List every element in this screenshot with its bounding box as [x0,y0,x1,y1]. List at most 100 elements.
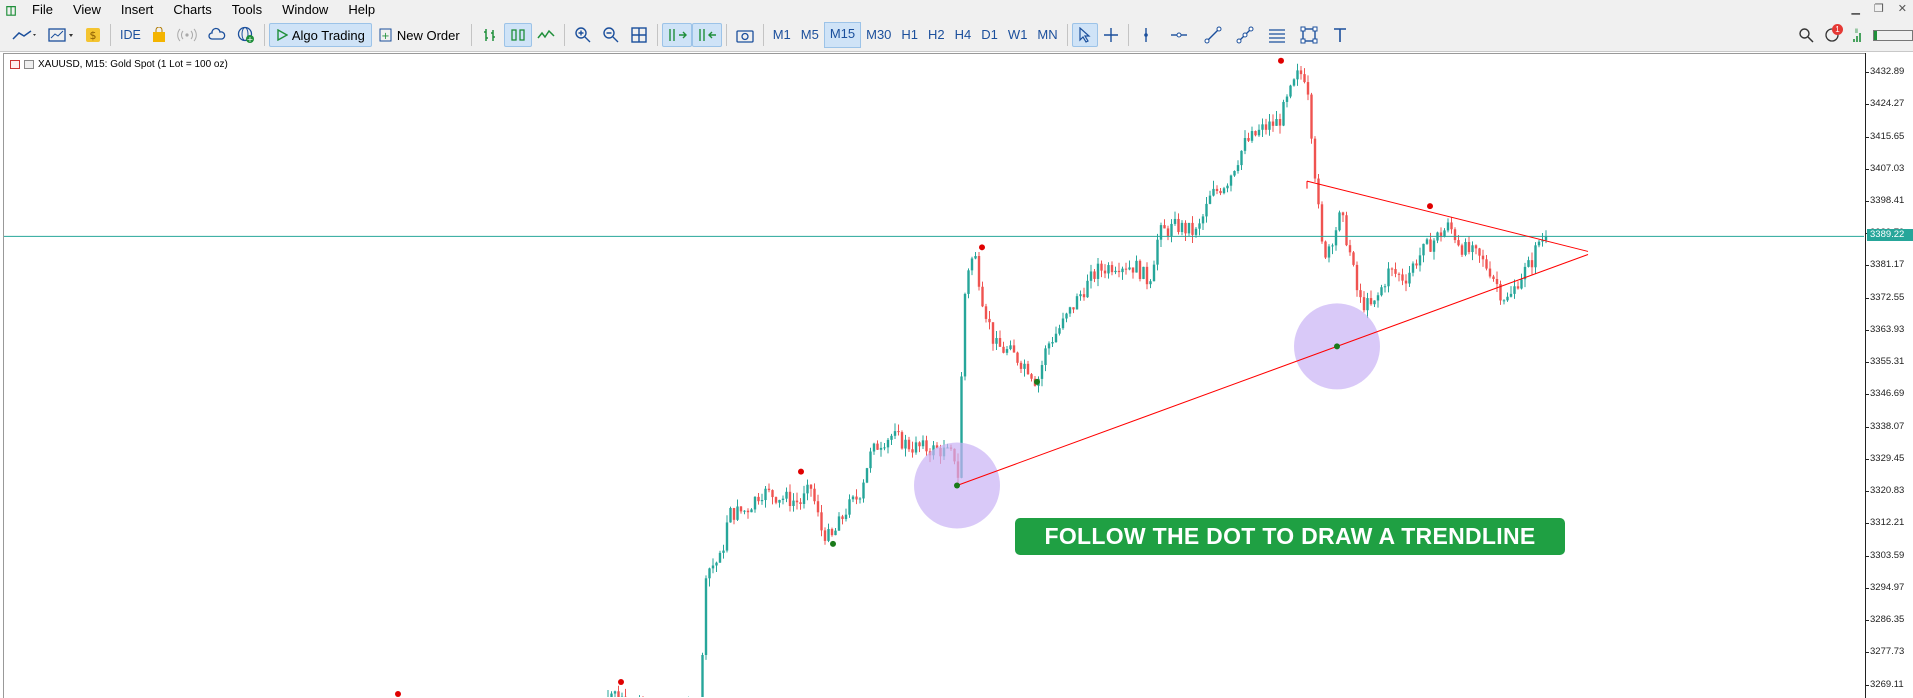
bar-chart-icon [483,29,495,41]
timeframe-h4[interactable]: H4 [954,27,972,42]
timeframe-m15[interactable]: M15 [823,22,862,48]
candle-body [1012,345,1016,353]
timeframe-m30[interactable]: M30 [866,27,892,42]
symbols-button[interactable]: $ [80,23,106,47]
shapes-tool-button[interactable] [1295,23,1323,47]
candle [753,496,757,513]
candle [729,506,732,523]
candle-body [760,500,764,502]
candle [1261,118,1264,137]
menu-file[interactable]: File [32,2,53,17]
candle-body [1341,212,1345,216]
candle [1502,299,1506,305]
candle-body [813,488,816,502]
timeframe-mn[interactable]: MN [1037,27,1058,42]
candle-body [1226,185,1229,189]
line-chart-button[interactable] [532,23,560,47]
search-button[interactable] [1793,23,1819,47]
new-order-button[interactable]: + New Order [372,23,467,47]
fibonacci-tool-button[interactable] [1263,23,1291,47]
algo-trading-button[interactable]: Algo Trading [268,23,372,47]
zoom-out-button[interactable] [597,23,625,47]
chart-shift-button[interactable] [691,23,722,47]
candle-body [1159,225,1163,240]
zoom-in-icon [575,27,591,43]
signal-strength-indicator[interactable]: Ⅱ [1847,23,1869,47]
candle [820,505,823,537]
candle-body [1376,295,1380,301]
candle-body [1173,218,1177,224]
chart-canvas[interactable] [4,54,1864,697]
candle-body [1268,121,1271,130]
cloud-button[interactable] [202,23,232,47]
crosshair-tool-button[interactable] [1098,23,1124,47]
candle-body [1488,268,1492,277]
candlestick-button[interactable] [503,23,532,47]
chart-type-dropdown[interactable] [6,23,42,47]
bar-chart-button[interactable] [476,23,504,47]
trendline-tool-button[interactable] [1199,23,1227,47]
menu-window[interactable]: Window [282,2,329,17]
ide-button[interactable]: IDE [120,28,141,42]
timeframe-m1[interactable]: M1 [772,27,791,42]
rectangle-shape-icon [1300,26,1318,44]
menu-help[interactable]: Help [348,2,376,17]
text-tool-button[interactable] [1327,23,1353,47]
candle [1012,339,1016,353]
candle [1289,84,1292,99]
candle-body [1184,222,1187,234]
cursor-tool-button[interactable] [1071,23,1098,47]
candle-body [921,440,925,447]
candle [1110,261,1114,276]
menu-tools[interactable]: Tools [231,2,263,17]
timeframe-w1[interactable]: W1 [1007,27,1028,42]
svg-text:$: $ [90,29,97,42]
candle [855,489,858,505]
zoom-in-button[interactable] [569,23,597,47]
tile-windows-button[interactable] [625,23,653,47]
screenshot-button[interactable] [731,23,759,47]
close-icon[interactable]: ✕ [1897,3,1907,15]
notifications-button[interactable]: 1 [1819,23,1847,47]
minimize-icon[interactable]: ▁ [1851,3,1860,15]
candle [886,437,890,454]
candle [1040,360,1044,387]
candle [827,523,830,543]
timeframe-m5[interactable]: M5 [800,27,819,42]
channel-tool-button[interactable] [1231,23,1259,47]
menu-view[interactable]: View [72,2,101,17]
pivot-dot-high [1427,203,1433,210]
vertical-line-tool-button[interactable] [1133,23,1159,47]
candle-body [1411,263,1415,273]
candle [841,514,844,525]
timeframe-d1[interactable]: D1 [981,27,998,42]
vps-button[interactable]: + [232,23,260,47]
auto-scroll-button[interactable] [661,23,692,47]
candle [1495,271,1499,293]
menu-insert[interactable]: Insert [120,2,154,17]
candle-body [981,286,984,307]
candle-body [1310,94,1313,139]
templates-dropdown[interactable] [42,23,80,47]
menu-charts[interactable]: Charts [173,2,212,17]
signals-button[interactable] [172,23,202,47]
candle-body [1446,222,1450,231]
channel-icon [1236,26,1254,44]
candle [1131,267,1135,279]
horizontal-line-tool-button[interactable] [1165,23,1193,47]
restore-icon[interactable]: ❐ [1873,3,1884,15]
chart-area[interactable]: XAUUSD, M15: Gold Spot (1 Lot = 100 oz) [3,53,1865,698]
candle [788,484,792,512]
candle [1282,99,1285,127]
market-button[interactable] [146,23,172,47]
candle [1359,283,1362,303]
candle-body [1338,212,1341,231]
timeframe-h1[interactable]: H1 [901,27,919,42]
timeframe-h2[interactable]: H2 [928,27,945,42]
candle-body [1093,271,1096,279]
candle-body [1457,240,1460,246]
price-axis[interactable]: 3432.89 3424.27 3415.65 3407.03 3398.41 3389.… [1865,53,1913,698]
pivot-dot-high [1278,57,1284,64]
candle [1166,225,1170,241]
candle-body [1138,260,1142,279]
